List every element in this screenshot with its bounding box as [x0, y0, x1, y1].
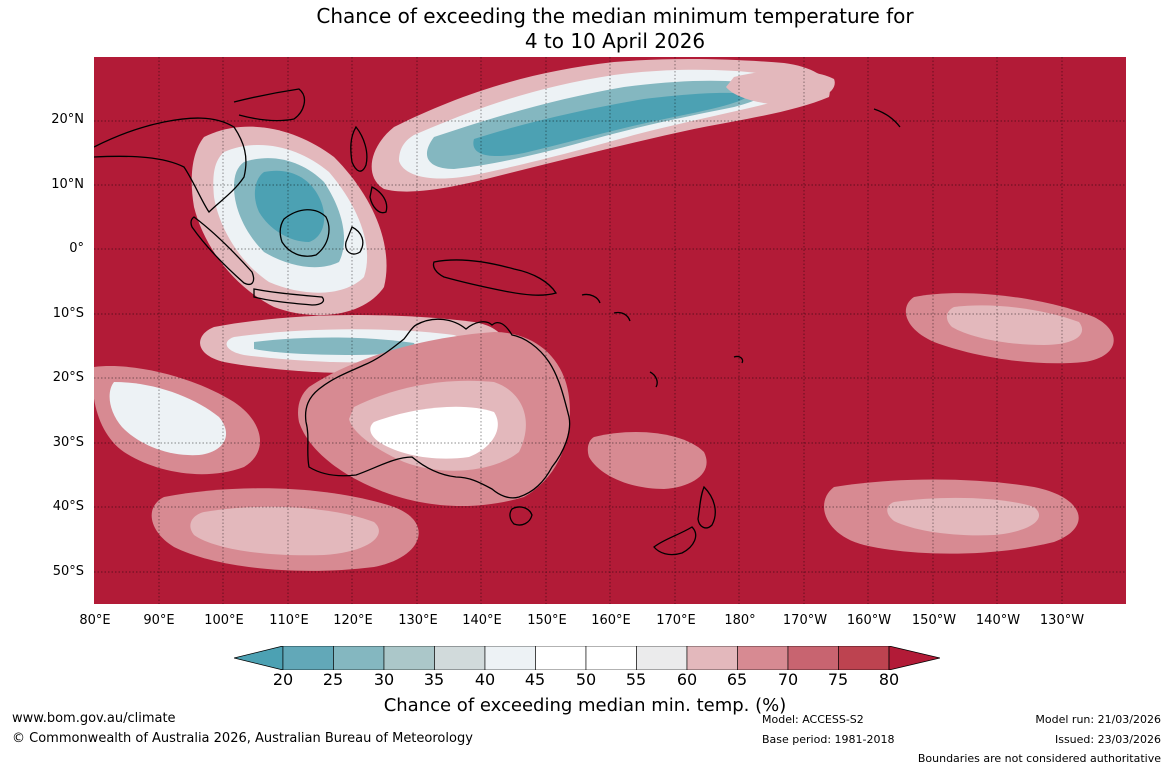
- colorbar-cell: [282, 646, 334, 670]
- cool-region-indian-ocean: [94, 366, 260, 475]
- lon-label-170e: 170°E: [656, 613, 696, 628]
- colorbar-cell: [585, 646, 637, 670]
- footer-model-run: Model run: 21/03/2026: [1035, 713, 1161, 726]
- lon-label-150e: 150°E: [527, 613, 567, 628]
- colorbar-tick-45: 45: [524, 670, 546, 689]
- colorbar-cell: [383, 646, 435, 670]
- colorbar-cell: [484, 646, 536, 670]
- coastlines: [94, 88, 901, 556]
- colorbar-arrow-high: [888, 646, 940, 670]
- colorbar-cell: [636, 646, 688, 670]
- footer-base-period: Base period: 1981-2018: [762, 733, 895, 746]
- colorbar-tick-25: 25: [322, 670, 344, 689]
- colorbar-cell: [787, 646, 839, 670]
- colorbar-tick-60: 60: [676, 670, 698, 689]
- colorbar-tick-50: 50: [575, 670, 597, 689]
- colorbar-tick-70: 70: [777, 670, 799, 689]
- lat-label-0: 0°: [69, 241, 84, 256]
- lon-label-140w: 140°W: [975, 613, 1021, 628]
- colorbar-cell: [333, 646, 385, 670]
- southern-ocean-patches: [151, 70, 1114, 571]
- lon-label-140e: 140°E: [462, 613, 502, 628]
- colorbar-cell: [838, 646, 890, 670]
- lat-label-10n: 10°N: [51, 177, 84, 192]
- colorbar-tick-75: 75: [827, 670, 849, 689]
- lon-label-130e: 130°E: [398, 613, 438, 628]
- colorbar-label: Chance of exceeding median min. temp. (%…: [383, 695, 787, 716]
- colorbar-arrow-low: [234, 646, 284, 670]
- colorbar-tick-30: 30: [373, 670, 395, 689]
- colorbar-cell: [686, 646, 738, 670]
- probability-map: [94, 57, 1126, 604]
- footer-website: www.bom.gov.au/climate: [12, 711, 176, 726]
- footer-copyright: © Commonwealth of Australia 2026, Austra…: [12, 731, 473, 746]
- lon-label-90e: 90°E: [143, 613, 175, 628]
- colorbar-tick-35: 35: [423, 670, 445, 689]
- colorbar-tick-65: 65: [726, 670, 748, 689]
- colorbar-cells: [282, 646, 890, 670]
- cool-region-maritime-asia: [191, 126, 387, 316]
- lat-label-20n: 20°N: [51, 112, 84, 127]
- colorbar-cell: [535, 646, 587, 670]
- title-line-1: Chance of exceeding the median minimum t…: [316, 4, 914, 28]
- colorbar-tick-20: 20: [272, 670, 294, 689]
- colorbar-cell: [434, 646, 486, 670]
- lon-label-120e: 120°E: [333, 613, 373, 628]
- map-title: Chance of exceeding the median minimum t…: [0, 4, 1173, 54]
- cool-band-north-pacific: [371, 59, 830, 192]
- lon-label-150w: 150°W: [911, 613, 957, 628]
- lon-label-80e: 80°E: [79, 613, 111, 628]
- lon-label-180: 180°: [724, 613, 756, 628]
- lon-label-100e: 100°E: [204, 613, 244, 628]
- lat-label-50s: 50°S: [52, 564, 84, 579]
- lon-label-160e: 160°E: [591, 613, 631, 628]
- lon-label-110e: 110°E: [269, 613, 309, 628]
- lat-label-20s: 20°S: [52, 370, 84, 385]
- australia-region: [298, 332, 570, 507]
- lat-label-30s: 30°S: [52, 435, 84, 450]
- colorbar-tick-55: 55: [625, 670, 647, 689]
- footer-issued: Issued: 23/03/2026: [1054, 733, 1161, 746]
- lon-label-170w: 170°W: [782, 613, 828, 628]
- footer-disclaimer: Boundaries are not considered authoritat…: [917, 752, 1161, 765]
- colorbar-tick-40: 40: [474, 670, 496, 689]
- colorbar-tick-80: 80: [878, 670, 900, 689]
- lat-label-40s: 40°S: [52, 499, 84, 514]
- title-line-2: 4 to 10 April 2026: [524, 29, 706, 53]
- lat-label-10s: 10°S: [52, 306, 84, 321]
- lon-label-130w: 130°W: [1039, 613, 1085, 628]
- footer-model: Model: ACCESS-S2: [762, 713, 864, 726]
- colorbar-cell: [737, 646, 789, 670]
- graticule: [94, 57, 1126, 604]
- colorbar: [234, 646, 940, 670]
- lon-label-160w: 160°W: [846, 613, 892, 628]
